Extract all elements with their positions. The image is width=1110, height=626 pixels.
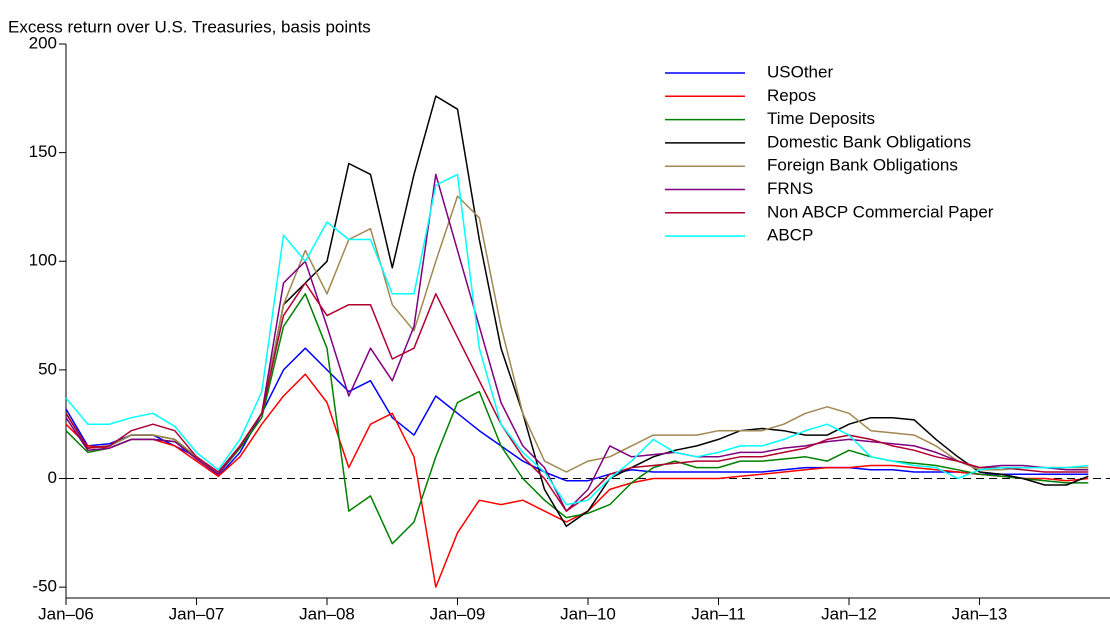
x-tick-label: Jan–07	[169, 604, 225, 623]
x-tick-label: Jan–10	[560, 604, 616, 623]
x-tick-label: Jan–09	[430, 604, 486, 623]
x-tick-label: Jan–11	[691, 604, 746, 623]
y-tick-label: 200	[29, 33, 57, 52]
y-tick-label: 150	[29, 142, 57, 161]
legend-label: Repos	[767, 86, 816, 105]
y-tick-label: 0	[48, 468, 57, 487]
series-line	[65, 173, 1089, 506]
y-tick-label: -50	[32, 577, 57, 596]
series-line	[65, 282, 1089, 512]
y-tick-label: 100	[29, 251, 57, 270]
legend-label: Foreign Bank Obligations	[767, 156, 958, 175]
series-line	[65, 373, 1089, 588]
y-tick-label: 50	[38, 359, 57, 378]
legend-label: Time Deposits	[767, 109, 875, 128]
series-line	[65, 293, 1089, 545]
x-tick-label: Jan–13	[952, 604, 1008, 623]
legend-label: Domestic Bank Obligations	[767, 132, 971, 151]
x-tick-label: Jan–08	[299, 604, 355, 623]
series-line	[65, 347, 1089, 482]
series-line	[65, 173, 1089, 512]
y-axis-title: Excess return over U.S. Treasuries, basi…	[8, 17, 371, 36]
series-line	[65, 195, 1089, 475]
x-tick-label: Jan–12	[821, 604, 877, 623]
legend-label: Non ABCP Commercial Paper	[767, 202, 994, 221]
legend-label: ABCP	[767, 226, 813, 245]
x-tick-label: Jan–06	[38, 604, 94, 623]
legend-label: FRNS	[767, 179, 813, 198]
legend-label: USOther	[767, 62, 833, 81]
